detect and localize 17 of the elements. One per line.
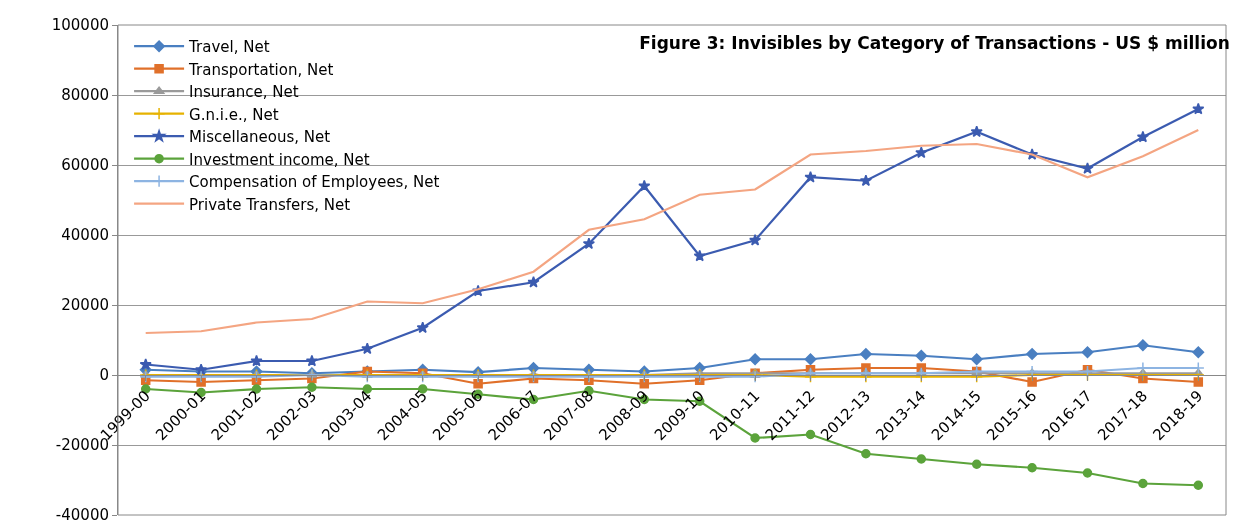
- legend-label: Transportation, Net: [188, 60, 334, 79]
- y-tick-label: 0: [99, 366, 109, 385]
- y-tick-label: 20000: [61, 296, 109, 315]
- text: Figure 3: Invisibles by Category of Transactions - US $ million: [639, 33, 1230, 54]
- legend-label: Private Transfers, Net: [189, 195, 351, 214]
- legend-label: Compensation of Employees, Net: [189, 173, 440, 191]
- y-tick-label: -20000: [55, 436, 109, 455]
- y-tick-label: 80000: [61, 86, 109, 105]
- legend-label: G.n.i.e., Net: [189, 105, 279, 124]
- legend-label: Insurance, Net: [189, 83, 299, 101]
- y-tick-label: 40000: [61, 226, 109, 245]
- legend-label: Miscellaneous, Net: [189, 128, 331, 146]
- y-tick-label: 100000: [51, 16, 109, 35]
- y-tick-label: 60000: [61, 156, 109, 175]
- y-tick-label: -40000: [55, 506, 109, 525]
- legend-label: Investment income, Net: [189, 150, 370, 169]
- legend-label: Travel, Net: [188, 38, 270, 56]
